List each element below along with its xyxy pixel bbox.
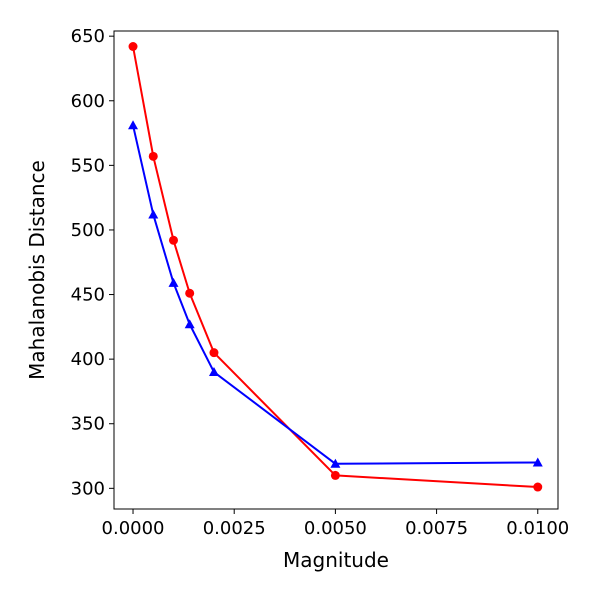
x-tick-label: 0.0025 xyxy=(203,518,266,539)
x-tick-label: 0.0075 xyxy=(405,518,468,539)
plot-area xyxy=(114,31,558,509)
y-tick-label: 550 xyxy=(71,155,105,176)
series-layer xyxy=(128,42,543,492)
data-point xyxy=(128,120,139,130)
data-point xyxy=(168,235,178,245)
y-tick-label: 450 xyxy=(71,285,105,306)
data-point xyxy=(209,348,219,358)
y-tick-label: 600 xyxy=(71,91,105,112)
x-axis-ticks: 0.0000 0.0025 0.0050 0.0075 0.0100 xyxy=(102,509,569,539)
data-point xyxy=(128,42,138,52)
y-tick-label: 500 xyxy=(71,220,105,241)
x-tick-label: 0.0050 xyxy=(304,518,367,539)
data-point xyxy=(168,277,179,287)
data-point xyxy=(330,470,340,480)
x-tick-label: 0.0000 xyxy=(102,518,165,539)
data-point xyxy=(330,458,341,468)
data-point xyxy=(184,319,195,329)
y-axis-ticks: 300 350 400 450 500 550 600 650 xyxy=(71,26,114,499)
series-1 xyxy=(128,42,543,492)
data-point xyxy=(185,288,195,298)
y-tick-label: 300 xyxy=(71,478,105,499)
series-2 xyxy=(128,120,543,468)
y-tick-label: 400 xyxy=(71,349,105,370)
data-point xyxy=(208,367,219,377)
data-point xyxy=(532,457,543,467)
plot-frame xyxy=(113,30,559,510)
y-axis-label: Mahalanobis Distance xyxy=(25,160,49,380)
y-tick-label: 650 xyxy=(71,26,105,47)
x-axis-label: Magnitude xyxy=(283,548,389,572)
data-point xyxy=(533,482,543,492)
data-point xyxy=(148,209,159,219)
y-tick-label: 350 xyxy=(71,414,105,435)
x-tick-label: 0.0100 xyxy=(506,518,569,539)
data-point xyxy=(148,151,158,161)
